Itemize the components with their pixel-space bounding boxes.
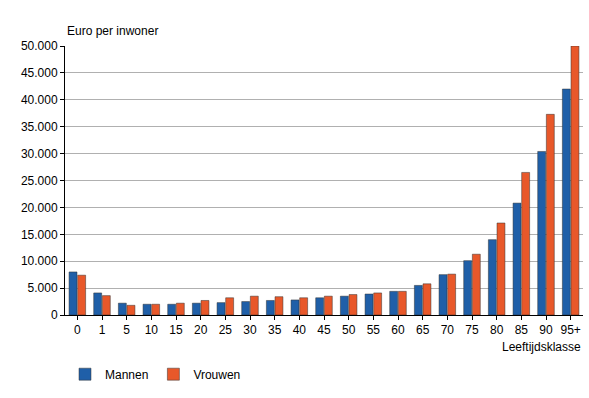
svg-text:Leeftijdsklasse: Leeftijdsklasse [502, 340, 581, 354]
svg-text:15: 15 [169, 323, 183, 337]
svg-text:Vrouwen: Vrouwen [193, 368, 240, 382]
svg-text:5.000: 5.000 [28, 281, 58, 295]
svg-text:85: 85 [515, 323, 529, 337]
svg-text:5: 5 [123, 323, 130, 337]
svg-text:1: 1 [99, 323, 106, 337]
svg-text:30.000: 30.000 [21, 147, 58, 161]
svg-text:0: 0 [51, 308, 58, 322]
svg-text:20: 20 [194, 323, 208, 337]
svg-text:25: 25 [219, 323, 233, 337]
svg-text:45: 45 [317, 323, 331, 337]
svg-text:60: 60 [391, 323, 405, 337]
svg-text:50.000: 50.000 [21, 39, 58, 53]
svg-text:30: 30 [243, 323, 257, 337]
svg-text:10.000: 10.000 [21, 254, 58, 268]
svg-text:35: 35 [268, 323, 282, 337]
svg-text:0: 0 [74, 323, 81, 337]
svg-text:95+: 95+ [560, 323, 580, 337]
svg-text:15.000: 15.000 [21, 228, 58, 242]
svg-text:75: 75 [465, 323, 479, 337]
svg-text:80: 80 [490, 323, 504, 337]
svg-text:Euro per inwoner: Euro per inwoner [67, 24, 158, 38]
svg-text:90: 90 [539, 323, 553, 337]
svg-text:45.000: 45.000 [21, 66, 58, 80]
svg-text:55: 55 [367, 323, 381, 337]
svg-text:50: 50 [342, 323, 356, 337]
svg-text:Mannen: Mannen [105, 368, 148, 382]
svg-text:25.000: 25.000 [21, 174, 58, 188]
svg-text:35.000: 35.000 [21, 120, 58, 134]
svg-text:65: 65 [416, 323, 430, 337]
svg-text:40: 40 [293, 323, 307, 337]
svg-text:40.000: 40.000 [21, 93, 58, 107]
svg-text:10: 10 [145, 323, 159, 337]
svg-text:20.000: 20.000 [21, 201, 58, 215]
svg-text:70: 70 [441, 323, 455, 337]
